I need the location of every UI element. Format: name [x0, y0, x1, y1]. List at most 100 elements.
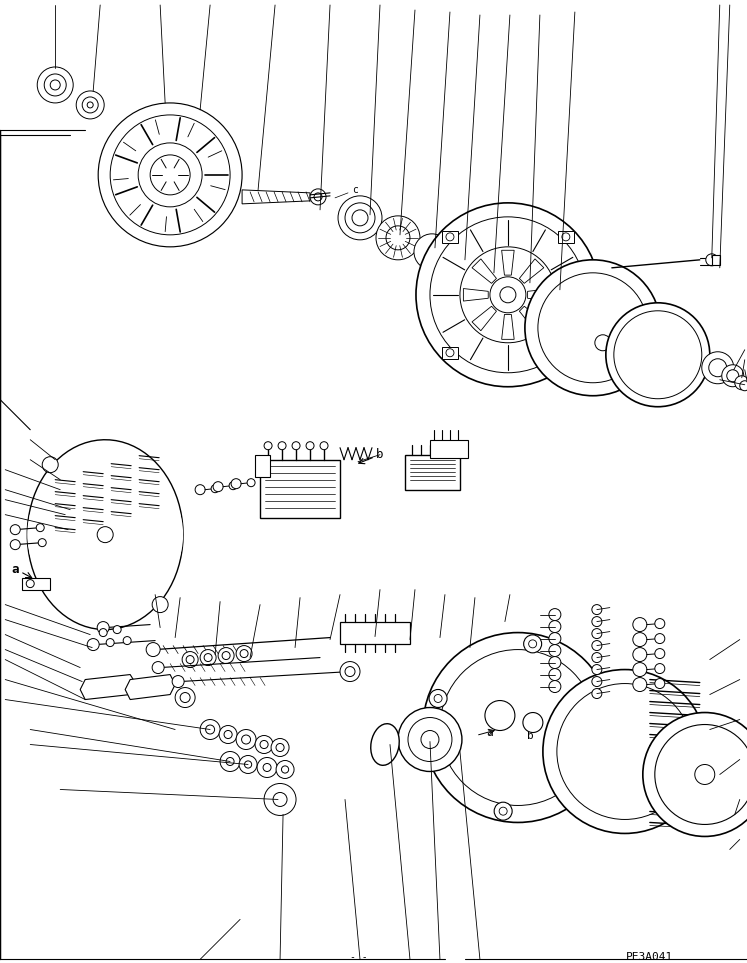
Circle shape [414, 234, 450, 270]
Circle shape [240, 650, 248, 658]
Circle shape [709, 359, 727, 377]
Polygon shape [502, 250, 514, 275]
Circle shape [592, 677, 602, 687]
Polygon shape [558, 231, 574, 243]
Circle shape [633, 617, 647, 632]
Circle shape [655, 618, 665, 629]
Bar [340, 621, 410, 643]
Circle shape [273, 793, 287, 806]
Circle shape [204, 654, 212, 662]
Circle shape [592, 640, 602, 651]
Circle shape [306, 442, 314, 450]
Circle shape [76, 91, 104, 118]
Circle shape [592, 629, 602, 638]
Circle shape [152, 662, 164, 673]
Circle shape [260, 741, 268, 748]
Circle shape [180, 692, 190, 703]
Circle shape [430, 217, 586, 373]
Circle shape [276, 761, 294, 778]
Circle shape [416, 203, 600, 387]
Circle shape [123, 637, 131, 644]
Circle shape [557, 684, 692, 820]
Circle shape [97, 621, 109, 634]
Circle shape [549, 657, 561, 668]
Circle shape [592, 664, 602, 674]
Circle shape [423, 633, 613, 822]
Circle shape [592, 616, 602, 627]
Circle shape [549, 681, 561, 692]
Circle shape [292, 442, 300, 450]
Circle shape [440, 243, 484, 287]
Circle shape [345, 666, 355, 677]
Circle shape [175, 688, 195, 708]
Circle shape [138, 143, 202, 207]
Circle shape [37, 67, 73, 103]
Text: a: a [486, 727, 493, 738]
Circle shape [630, 326, 686, 382]
Circle shape [50, 80, 61, 90]
Text: b: b [376, 448, 384, 461]
Circle shape [220, 751, 240, 771]
Polygon shape [472, 259, 497, 283]
Circle shape [549, 644, 561, 657]
Circle shape [722, 365, 744, 387]
Polygon shape [502, 315, 514, 339]
Circle shape [200, 650, 216, 665]
Circle shape [592, 653, 602, 663]
Circle shape [38, 538, 46, 547]
Circle shape [218, 647, 234, 664]
Circle shape [314, 193, 322, 201]
Polygon shape [242, 190, 310, 204]
Circle shape [524, 635, 542, 653]
Circle shape [182, 652, 198, 667]
Polygon shape [463, 289, 489, 301]
Circle shape [229, 482, 237, 489]
Circle shape [352, 210, 368, 226]
Circle shape [638, 335, 678, 375]
Circle shape [236, 645, 252, 662]
Circle shape [671, 741, 739, 809]
Polygon shape [125, 674, 175, 699]
Circle shape [448, 250, 476, 279]
Circle shape [663, 733, 747, 817]
Polygon shape [442, 231, 458, 243]
Circle shape [276, 743, 284, 751]
Circle shape [195, 484, 205, 495]
Circle shape [320, 442, 328, 450]
Circle shape [480, 266, 504, 290]
Circle shape [36, 524, 44, 532]
Circle shape [460, 247, 556, 343]
Bar [255, 455, 270, 477]
Circle shape [247, 479, 255, 486]
Circle shape [205, 725, 214, 734]
Circle shape [470, 256, 514, 299]
Circle shape [655, 634, 665, 643]
Circle shape [686, 757, 723, 793]
Circle shape [446, 349, 454, 356]
Circle shape [264, 784, 296, 816]
Circle shape [490, 276, 526, 313]
Circle shape [213, 482, 223, 492]
Circle shape [549, 668, 561, 681]
Circle shape [434, 694, 442, 702]
Circle shape [106, 638, 114, 646]
Circle shape [633, 633, 647, 646]
Polygon shape [519, 259, 544, 283]
Polygon shape [558, 347, 574, 359]
Circle shape [538, 273, 648, 382]
Circle shape [595, 335, 611, 351]
Bar [405, 455, 460, 489]
Circle shape [440, 650, 596, 805]
Polygon shape [80, 674, 135, 699]
Circle shape [172, 676, 184, 688]
Polygon shape [712, 255, 720, 265]
Circle shape [398, 708, 462, 771]
Ellipse shape [371, 724, 399, 766]
Circle shape [87, 102, 93, 108]
Circle shape [239, 756, 257, 773]
Bar [430, 440, 468, 457]
Circle shape [257, 758, 277, 777]
Circle shape [200, 719, 220, 740]
Circle shape [655, 648, 665, 659]
Polygon shape [519, 306, 544, 330]
